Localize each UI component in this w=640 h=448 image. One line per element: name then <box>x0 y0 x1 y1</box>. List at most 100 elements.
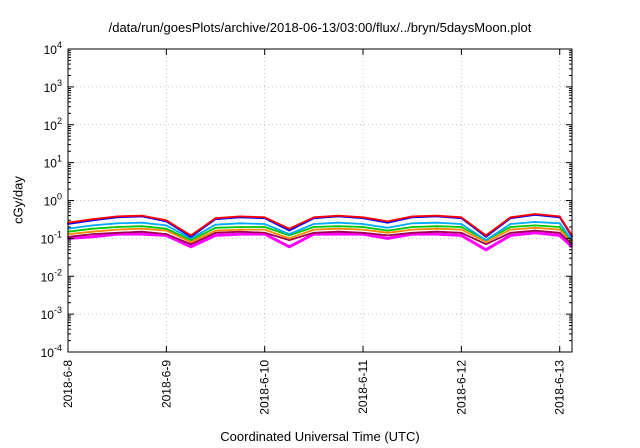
data-point <box>558 222 561 225</box>
y-ticks: 10-4 10-3 10-2 10-1 100 101 102 103 104 <box>41 40 572 360</box>
data-point <box>140 221 143 224</box>
data-point <box>239 226 242 228</box>
y-tick-label: 104 <box>44 40 62 57</box>
series-line <box>67 213 573 237</box>
data-point <box>558 215 561 218</box>
data-point <box>165 229 168 232</box>
data-point <box>386 234 389 237</box>
data-point <box>140 225 143 228</box>
data-point <box>337 221 340 224</box>
data-point <box>263 223 266 225</box>
data-point <box>411 231 414 234</box>
series-line <box>67 226 573 243</box>
data-point <box>288 233 291 236</box>
y-tick-label: 101 <box>44 154 62 171</box>
data-point <box>509 231 512 234</box>
data-point <box>91 227 94 230</box>
data-point <box>239 228 242 231</box>
data-point <box>435 221 438 224</box>
y-tick-label: 10-1 <box>41 229 62 246</box>
data-point <box>116 228 119 231</box>
data-point <box>411 222 414 225</box>
y-tick-label: 10-3 <box>41 305 62 322</box>
data-point <box>485 234 487 237</box>
data-point <box>386 229 389 232</box>
data-point <box>485 248 487 251</box>
data-point <box>411 226 414 228</box>
data-point <box>116 215 119 218</box>
data-point <box>214 226 217 229</box>
x-tick-label: 2018-6-12 <box>454 360 468 415</box>
data-point <box>509 226 512 228</box>
data-point <box>460 226 463 228</box>
data-point <box>534 231 536 234</box>
data-point <box>165 227 168 230</box>
data-point <box>485 243 487 246</box>
y-tick-label: 100 <box>44 192 62 209</box>
data-point <box>190 243 192 246</box>
data-point <box>485 241 487 243</box>
data-point <box>460 234 463 237</box>
data-point <box>239 233 242 236</box>
data-point <box>190 235 192 238</box>
series-line <box>67 224 573 242</box>
data-point <box>165 219 168 222</box>
data-point <box>435 225 438 228</box>
y-tick-label: 103 <box>44 78 62 95</box>
data-point <box>214 217 217 220</box>
data-point <box>263 216 266 219</box>
data-point <box>534 229 536 232</box>
data-point <box>165 233 168 236</box>
x-axis-label: Coordinated Universal Time (UTC) <box>220 429 420 444</box>
data-point <box>165 224 168 227</box>
data-point <box>509 216 512 219</box>
data-point <box>534 226 536 229</box>
data-point <box>214 223 217 226</box>
data-point <box>509 234 512 237</box>
data-point <box>386 237 389 240</box>
data-point <box>337 233 340 236</box>
data-point <box>435 233 438 236</box>
data-point <box>190 237 192 240</box>
data-point <box>91 224 94 227</box>
grid <box>68 49 572 352</box>
data-point <box>534 224 536 227</box>
x-tick-label: 2018-6-11 <box>356 360 370 414</box>
data-point <box>91 233 94 236</box>
data-point <box>534 221 536 223</box>
data-point <box>190 241 192 243</box>
x-tick-label: 2018-6-13 <box>553 360 567 415</box>
data-point <box>411 228 414 231</box>
data-point <box>362 226 364 228</box>
data-point <box>362 228 364 231</box>
data-point <box>337 225 340 228</box>
data-point <box>263 226 266 228</box>
data-point <box>313 216 315 219</box>
data-point <box>116 222 119 225</box>
series-line <box>67 231 574 252</box>
data-point <box>91 230 94 233</box>
y-tick-label: 10-4 <box>41 343 62 360</box>
x-tick-label: 2018-6-8 <box>61 360 75 408</box>
series-line <box>67 229 573 246</box>
data-point <box>214 234 217 237</box>
data-point <box>263 228 266 231</box>
y-tick-label: 102 <box>44 116 62 133</box>
data-point <box>558 226 561 228</box>
data-point <box>214 229 217 232</box>
data-point <box>116 226 119 228</box>
data-point <box>386 226 389 229</box>
x-tick-label: 2018-6-9 <box>159 360 173 408</box>
data-point <box>288 237 291 240</box>
data-point <box>386 231 389 234</box>
data-point <box>460 231 463 234</box>
data-point <box>288 245 291 248</box>
data-point <box>411 215 414 218</box>
data-point <box>140 233 143 236</box>
data-point <box>362 216 364 219</box>
x-tick-label: 2018-6-10 <box>258 360 272 415</box>
data-point <box>91 218 94 221</box>
data-point <box>460 223 463 225</box>
data-point <box>435 230 438 233</box>
